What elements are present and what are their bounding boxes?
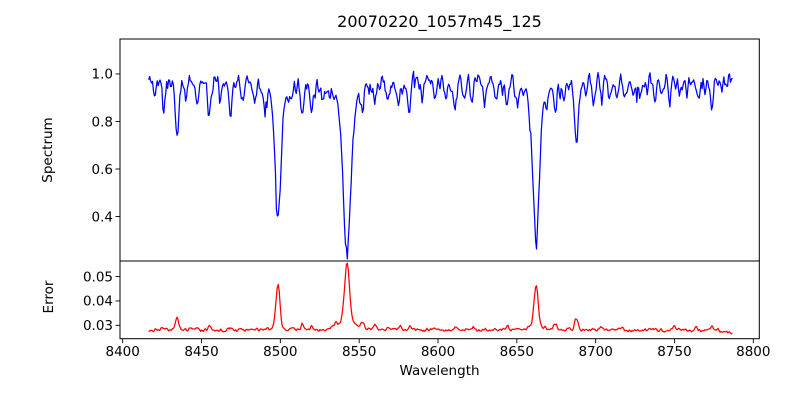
spectrum-y-tick-label: 0.8	[92, 114, 113, 130]
x-tick-label: 8650	[500, 344, 534, 360]
spectrum-y-tick-label: 0.4	[92, 209, 113, 225]
x-tick-label: 8800	[736, 344, 770, 360]
error-y-tick-label: 0.04	[83, 294, 113, 310]
x-tick-label: 8450	[184, 344, 218, 360]
x-axis-ticks: 8400 8450 8500 8550 8600 8650 8700 8750 8800	[106, 338, 770, 360]
error-y-tick-label: 0.03	[83, 318, 113, 334]
spectrum-y-tick-label: 1.0	[92, 67, 113, 83]
error-y-axis-ticks: 0.05 0.04 0.03	[83, 269, 120, 334]
error-y-axis-label: Error	[41, 280, 57, 314]
x-axis-label: Wavelength	[399, 363, 480, 379]
spectrum-y-axis-ticks: 1.0 0.8 0.6 0.4	[92, 67, 120, 225]
error-curve	[148, 262, 733, 335]
spectrum-curve	[148, 70, 733, 260]
x-tick-label: 8750	[657, 344, 691, 360]
spectrum-y-axis-label: Spectrum	[40, 117, 56, 183]
error-y-tick-label: 0.05	[83, 269, 113, 285]
spectrum-panel-border	[119, 38, 760, 262]
error-panel-border	[119, 260, 760, 340]
x-tick-label: 8700	[578, 344, 612, 360]
x-tick-label: 8500	[263, 344, 297, 360]
x-tick-label: 8400	[106, 344, 140, 360]
x-tick-label: 8550	[342, 344, 376, 360]
spectrum-y-tick-label: 0.6	[92, 162, 113, 178]
x-tick-label: 8600	[421, 344, 455, 360]
chart-title: 20070220_1057m45_125	[337, 12, 542, 31]
